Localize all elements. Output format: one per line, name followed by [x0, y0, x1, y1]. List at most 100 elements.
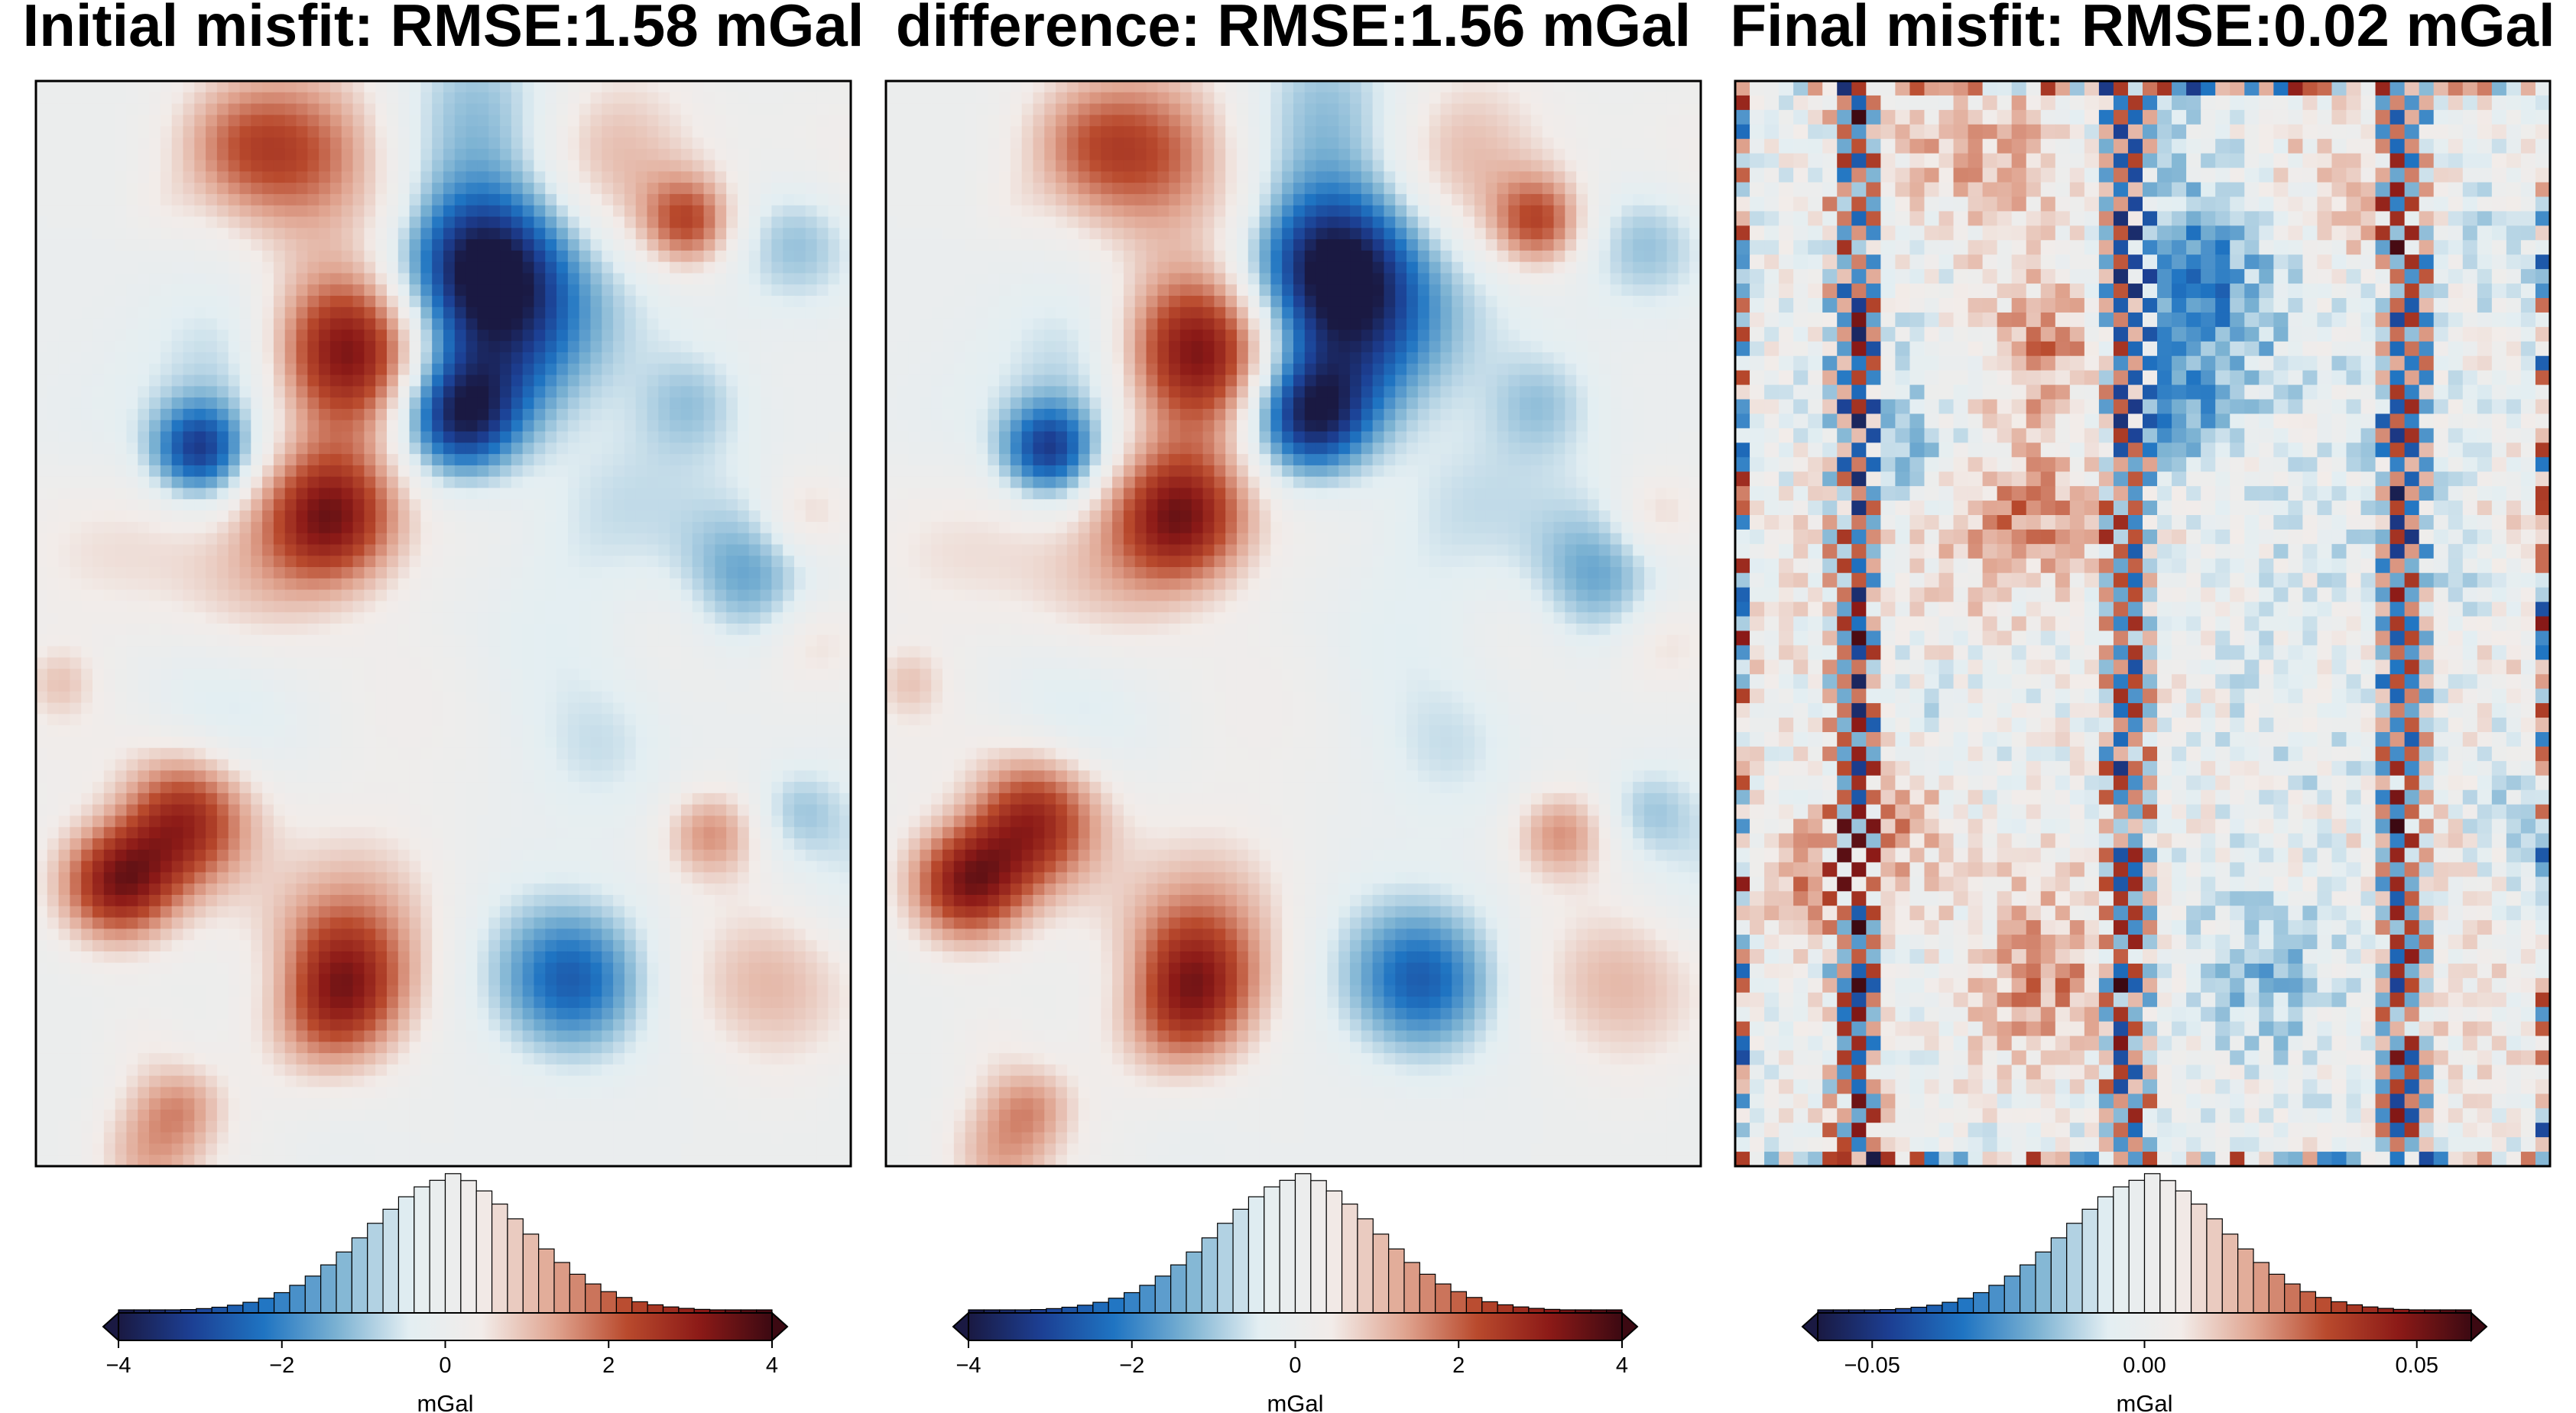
panel-final-misfit: Final misfit: RMSE:0.02 mGal −0.05 0.00 0.…: [1730, 0, 2555, 1413]
histogram-bar: [1403, 1262, 1420, 1314]
colorbar-tick-label: −4: [955, 1353, 981, 1378]
histogram-bar: [2020, 1264, 2036, 1314]
histogram-bar: [1419, 1273, 1436, 1314]
histogram-bar: [491, 1203, 508, 1314]
histogram-bar: [2081, 1208, 2099, 1314]
histogram-bar: [1264, 1186, 1280, 1314]
colorbar-tick-label: 2: [1452, 1353, 1465, 1378]
colorbar: −4 −2 0 2 4 mGal: [102, 1173, 789, 1413]
histogram-bar: [2284, 1283, 2301, 1314]
histogram-bar: [1170, 1264, 1187, 1314]
histogram-bar: [538, 1248, 555, 1314]
colorbar-tick-label: 4: [766, 1353, 778, 1378]
histogram-bar: [507, 1218, 524, 1314]
map-frame: [884, 79, 1702, 1168]
histogram-bar: [1972, 1291, 1990, 1314]
colorbar-extend-low: [952, 1311, 969, 1343]
histogram-bar: [2299, 1291, 2317, 1314]
histogram-bar: [2206, 1218, 2223, 1314]
histogram-bar: [320, 1264, 337, 1314]
histogram-bar: [2346, 1304, 2363, 1314]
histogram-bar: [2237, 1248, 2254, 1314]
colorbar-label: mGal: [1267, 1390, 1323, 1413]
histogram-bar: [1388, 1248, 1405, 1314]
panel-initial-misfit: Initial misfit: RMSE:1.58 mGal −4 −2 0 2 4 mG…: [23, 0, 865, 1413]
histogram-bar: [1232, 1208, 1250, 1314]
histogram-bar: [662, 1306, 680, 1314]
colorbar-tick-label: −2: [1119, 1353, 1144, 1378]
colorbar-extend-high: [2471, 1311, 2488, 1343]
histogram-bar: [1279, 1179, 1296, 1314]
histogram-bar: [1357, 1218, 1374, 1314]
colorbar-strip: [118, 1312, 773, 1341]
histogram-bar: [600, 1291, 618, 1314]
colorbar-tick-label: −0.05: [1844, 1353, 1900, 1378]
histogram-bar: [2035, 1251, 2052, 1314]
histogram-bar: [631, 1301, 648, 1314]
colorbar-strip: [968, 1312, 1623, 1341]
histogram-bar: [475, 1190, 493, 1314]
histogram-bar: [2159, 1180, 2176, 1314]
histogram-bar: [2221, 1233, 2239, 1314]
histogram-bar: [522, 1233, 540, 1314]
histogram-bar: [414, 1186, 430, 1314]
panel-title: Initial misfit: RMSE:1.58 mGal: [23, 0, 865, 59]
histogram-bar: [647, 1304, 664, 1314]
histogram-bar: [1942, 1301, 1958, 1314]
histogram-bar: [1217, 1223, 1234, 1314]
final-misfit-heatmap: [1734, 79, 2552, 1168]
histogram-bar: [585, 1283, 602, 1314]
histogram-bar: [1497, 1304, 1514, 1314]
colorbar-tick-label: 0.05: [2396, 1353, 2438, 1378]
colorbar-tick-label: 0.00: [2123, 1353, 2166, 1378]
histogram-bar: [2003, 1275, 2021, 1314]
histogram-bar: [1988, 1285, 2005, 1314]
colorbar-tick-label: 0: [439, 1353, 451, 1378]
colorbar-extend-low: [102, 1311, 119, 1343]
histogram-bar: [258, 1298, 275, 1314]
histogram-bar: [1372, 1233, 1390, 1314]
colorbar-tick-label: −2: [269, 1353, 294, 1378]
histogram-bar: [1092, 1301, 1109, 1314]
histogram-bar: [1310, 1180, 1327, 1314]
colorbar-label: mGal: [417, 1390, 473, 1413]
colorbar-tick-label: 4: [1616, 1353, 1628, 1378]
histogram-bar: [2175, 1190, 2192, 1314]
histogram-bar: [1512, 1306, 1530, 1314]
histogram-bar: [2190, 1203, 2208, 1314]
histogram-bar: [1108, 1298, 1125, 1314]
colorbar: −4 −2 0 2 4 mGal: [952, 1173, 1639, 1413]
histogram-bar: [304, 1275, 322, 1314]
histogram-bar: [351, 1237, 368, 1314]
histogram-bar: [242, 1301, 259, 1314]
histogram-bar: [273, 1291, 290, 1314]
difference-heatmap: [884, 79, 1702, 1168]
histogram-bar: [289, 1285, 306, 1314]
histogram-bar: [1201, 1237, 1218, 1314]
histogram-bar: [2050, 1237, 2068, 1314]
histogram-bar: [2113, 1186, 2130, 1314]
map-frame: [1734, 79, 2552, 1168]
histogram-bar: [382, 1208, 400, 1314]
histogram-bar: [2128, 1179, 2146, 1314]
histogram-bar: [397, 1196, 415, 1314]
colorbar-tick-label: −4: [105, 1353, 131, 1378]
histogram-bar: [2315, 1297, 2332, 1314]
panel-title: Final misfit: RMSE:0.02 mGal: [1730, 0, 2555, 59]
colorbar-label: mGal: [2116, 1390, 2172, 1413]
histogram-bar: [1957, 1298, 1974, 1314]
panel-difference: difference: RMSE:1.56 mGal −4 −2 0 2 4 mGal: [884, 0, 1702, 1413]
histogram-bar: [2331, 1301, 2347, 1314]
histogram-bar: [429, 1179, 446, 1314]
histogram-bar: [2361, 1306, 2379, 1314]
histogram-bar: [1341, 1203, 1358, 1314]
colorbar-extend-low: [1801, 1311, 1818, 1343]
histogram-bar: [615, 1297, 633, 1314]
histogram-bar: [1325, 1190, 1343, 1314]
map-frame: [34, 79, 852, 1168]
histogram-bar: [1910, 1306, 1928, 1314]
panel-title: difference: RMSE:1.56 mGal: [896, 0, 1691, 59]
colorbar-tick-label: 0: [1289, 1353, 1301, 1378]
histogram-bar: [460, 1180, 477, 1314]
